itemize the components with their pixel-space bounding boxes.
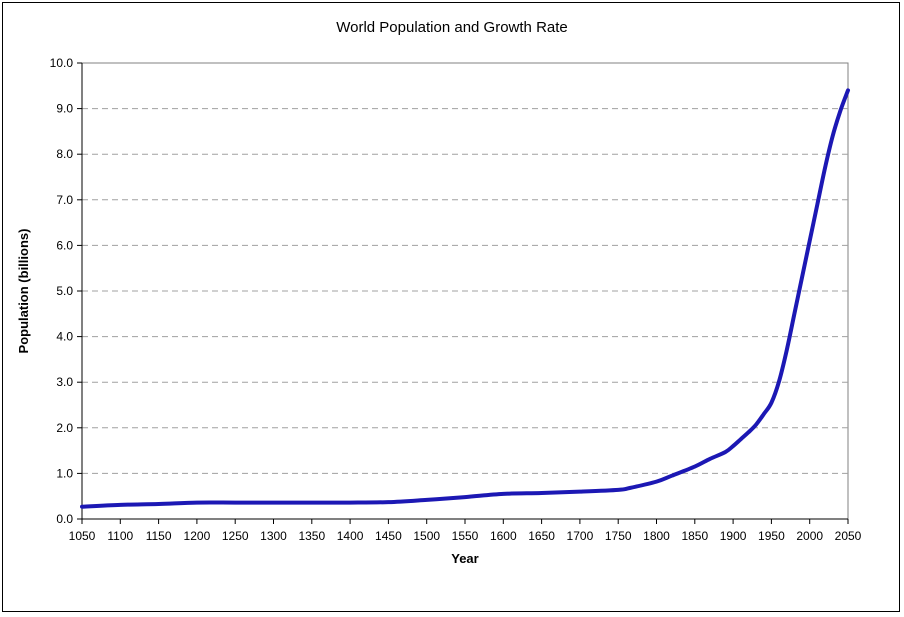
y-tick-label: 10.0 bbox=[50, 56, 74, 70]
x-tick-label: 2050 bbox=[835, 529, 862, 543]
y-tick-label: 0.0 bbox=[56, 512, 73, 526]
y-tick-label: 5.0 bbox=[56, 284, 73, 298]
x-tick-label: 1900 bbox=[720, 529, 747, 543]
y-tick-label: 6.0 bbox=[56, 238, 73, 252]
x-tick-label: 1200 bbox=[184, 529, 211, 543]
x-tick-label: 1100 bbox=[107, 529, 133, 543]
x-axis-title: Year bbox=[451, 551, 478, 566]
x-tick-label: 1950 bbox=[758, 529, 785, 543]
x-tick-label: 1650 bbox=[528, 529, 555, 543]
y-tick-label: 9.0 bbox=[56, 102, 73, 116]
x-tick-label: 1750 bbox=[605, 529, 632, 543]
y-axis: 0.0 1.0 2.0 3.0 4.0 5.0 6.0 7.0 8.0 9.0 10.0 bbox=[50, 56, 83, 526]
y-tick-label: 2.0 bbox=[56, 421, 73, 435]
x-axis: 1050 1100 1150 1200 1250 1300 1350 1400 1450 1500… bbox=[69, 518, 862, 543]
chart-title: World Population and Growth Rate bbox=[336, 19, 568, 36]
population-series-line bbox=[80, 88, 850, 509]
x-tick-label: 1600 bbox=[490, 529, 517, 543]
x-tick-label: 1050 bbox=[69, 529, 96, 543]
x-tick-label: 2000 bbox=[796, 529, 823, 543]
y-axis-title: Population (billions) bbox=[16, 229, 31, 354]
x-tick-label: 1250 bbox=[222, 529, 249, 543]
x-tick-label: 1300 bbox=[260, 529, 287, 543]
y-tick-label: 7.0 bbox=[56, 193, 73, 207]
x-tick-label: 1550 bbox=[452, 529, 479, 543]
series-group bbox=[80, 88, 850, 509]
x-tick-label: 1350 bbox=[298, 529, 325, 543]
x-tick-label: 1800 bbox=[643, 529, 670, 543]
y-tick-label: 4.0 bbox=[56, 330, 73, 344]
y-tick-label: 8.0 bbox=[56, 147, 73, 161]
x-tick-label: 1500 bbox=[413, 529, 440, 543]
y-tick-label: 3.0 bbox=[56, 375, 73, 389]
grid-lines bbox=[82, 108, 848, 474]
x-tick-label: 1400 bbox=[337, 529, 364, 543]
x-tick-label: 1850 bbox=[681, 529, 708, 543]
x-tick-label: 1450 bbox=[375, 529, 402, 543]
x-tick-label: 1150 bbox=[146, 529, 172, 543]
y-tick-label: 1.0 bbox=[56, 466, 73, 480]
x-tick-label: 1700 bbox=[567, 529, 594, 543]
